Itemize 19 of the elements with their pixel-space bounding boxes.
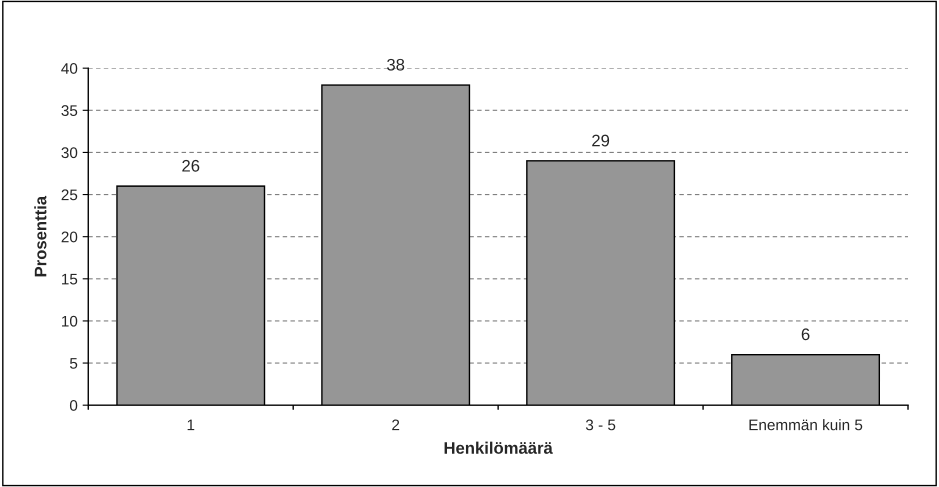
- x-axis-title: Henkilömäärä: [444, 442, 553, 454]
- y-tick-label: 20: [62, 232, 78, 242]
- y-tick-label: 0: [70, 400, 78, 411]
- y-axis-title: Prosenttia: [34, 196, 46, 276]
- data-label: 26: [182, 160, 200, 172]
- y-tick-label: 15: [62, 274, 78, 284]
- data-label: 6: [802, 328, 810, 340]
- x-tick-label: 1: [188, 420, 194, 430]
- x-tick-label: 3 - 5: [586, 419, 616, 430]
- x-tick-label: 2: [392, 419, 400, 430]
- data-label: 38: [387, 58, 404, 71]
- y-tick-label: 35: [61, 105, 78, 116]
- y-tick-label: 5: [70, 358, 78, 369]
- x-tick-label: Enemmän kuin 5: [749, 419, 862, 430]
- y-tick-label: 40: [61, 63, 78, 74]
- y-tick-label: 10: [62, 316, 78, 327]
- y-tick-label: 25: [62, 189, 78, 200]
- data-label: 29: [592, 134, 610, 146]
- y-tick-label: 30: [61, 147, 78, 158]
